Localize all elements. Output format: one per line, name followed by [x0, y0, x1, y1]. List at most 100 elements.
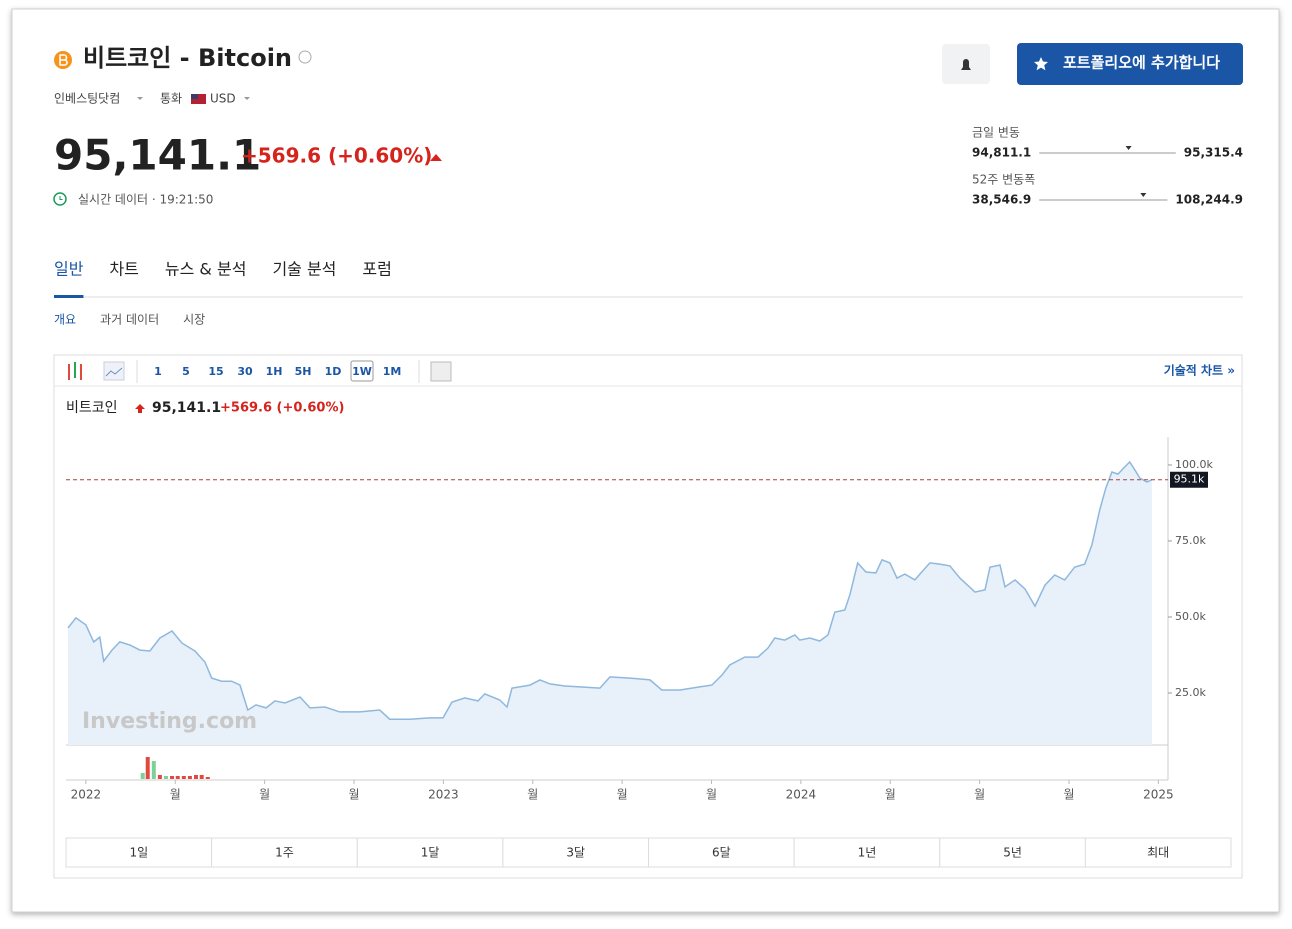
- chart-box: [53, 354, 1243, 879]
- flag-canton: [191, 94, 198, 99]
- period-label[interactable]: 5년: [1003, 846, 1022, 860]
- legend-arrow: [135, 404, 145, 413]
- range-marker: [1125, 146, 1132, 150]
- volume-bar: [193, 775, 198, 779]
- change: +569.6 (+0.60%): [241, 144, 432, 168]
- interval[interactable]: 15: [208, 365, 223, 378]
- y-tick-label: 25.0k: [1175, 686, 1206, 699]
- area-icon[interactable]: [103, 361, 125, 381]
- card: [11, 8, 1280, 913]
- exchange[interactable]: 인베스팅닷컴: [54, 92, 120, 106]
- range-low: 38,546.9: [972, 193, 1031, 207]
- x-tick-label: 2023: [428, 788, 459, 802]
- area-fill: [68, 461, 1152, 745]
- price: 95,141.1: [54, 131, 261, 180]
- star-icon: [1033, 57, 1048, 71]
- y-tick-label: 100.0k: [1175, 458, 1213, 471]
- interval[interactable]: 5H: [295, 365, 312, 378]
- volume-bar: [205, 777, 210, 779]
- period-button[interactable]: [648, 837, 795, 868]
- area-icon-line: [105, 367, 123, 377]
- current-price-label: 95.1k: [1174, 473, 1205, 486]
- interval[interactable]: 1H: [266, 365, 283, 378]
- volume-bar: [145, 757, 150, 779]
- caret: [244, 97, 250, 100]
- volume-bar: [199, 775, 204, 779]
- legend-price: 95,141.1: [152, 400, 221, 416]
- interval-selected: [350, 360, 374, 382]
- range-high: 95,315.4: [1184, 146, 1243, 160]
- interval[interactable]: 5: [182, 365, 190, 378]
- portfolio-label[interactable]: 포트폴리오에 추가합니다: [1063, 54, 1220, 72]
- x-tick-label: 2024: [786, 788, 817, 802]
- currency-label: 통화: [160, 92, 182, 106]
- tech-chart-link[interactable]: 기술적 차트 »: [1164, 363, 1235, 378]
- clock-icon: [53, 192, 67, 206]
- coin-symbol: [59, 54, 68, 66]
- realtime: 실시간 데이터 · 19:21:50: [78, 193, 213, 207]
- range-label: 52주 변동폭: [972, 173, 1035, 187]
- tab[interactable]: 일반: [54, 260, 84, 279]
- x-tick-label: 월: [706, 788, 717, 802]
- period-label[interactable]: 1주: [275, 846, 294, 860]
- range-marker: [1140, 193, 1147, 197]
- period-button[interactable]: [1084, 837, 1232, 868]
- period-label[interactable]: 1일: [129, 846, 148, 860]
- x-tick-label: 월: [348, 788, 359, 802]
- range-low: 94,811.1: [972, 146, 1031, 160]
- caret: [137, 97, 143, 100]
- period-button[interactable]: [793, 837, 941, 868]
- tab[interactable]: 차트: [109, 260, 138, 279]
- legend-change: +569.6 (+0.60%): [220, 401, 344, 416]
- y-tick-label: 75.0k: [1175, 534, 1206, 547]
- period-label[interactable]: 3달: [566, 846, 585, 860]
- x-tick-label: 월: [617, 788, 628, 802]
- volume-bar: [181, 776, 186, 779]
- period-label[interactable]: 1년: [858, 846, 877, 860]
- period-button[interactable]: [502, 837, 649, 868]
- current-price-box: [1170, 471, 1208, 488]
- x-tick-label: 월: [170, 788, 181, 802]
- tab[interactable]: 포럼: [362, 260, 391, 279]
- volume-bar: [163, 776, 168, 779]
- candle-icon[interactable]: [68, 362, 82, 380]
- y-tick-label: 50.0k: [1175, 610, 1206, 623]
- interval[interactable]: 30: [237, 365, 253, 378]
- info-icon[interactable]: [298, 50, 312, 64]
- tab[interactable]: 기술 분석: [272, 260, 336, 279]
- subtab[interactable]: 시장: [183, 313, 205, 327]
- legend-name: 비트코인: [66, 400, 118, 416]
- x-tick-label: 월: [974, 788, 985, 802]
- x-tick-label: 월: [885, 788, 896, 802]
- period-button[interactable]: [939, 837, 1086, 868]
- x-tick-label: 월: [1063, 788, 1074, 802]
- x-tick-label: 월: [259, 788, 270, 802]
- range-label: 금일 변동: [972, 126, 1020, 140]
- period-button[interactable]: [356, 837, 504, 868]
- period-label[interactable]: 최대: [1147, 846, 1169, 860]
- interval[interactable]: 1D: [325, 365, 342, 378]
- x-tick-label: 2025: [1143, 788, 1174, 802]
- period-label[interactable]: 1달: [421, 846, 440, 860]
- interval[interactable]: 1: [154, 365, 162, 378]
- price-line: [67, 460, 1153, 720]
- volume-bar: [151, 761, 156, 779]
- period-button[interactable]: [211, 837, 358, 868]
- subtab[interactable]: 과거 데이터: [100, 313, 159, 327]
- bell-icon: [961, 59, 971, 70]
- volume-bar: [157, 775, 162, 779]
- subtab[interactable]: 개요: [54, 313, 76, 327]
- period-label[interactable]: 6달: [712, 846, 731, 860]
- currency[interactable]: USD: [210, 92, 236, 106]
- title: 비트코인 - Bitcoin: [83, 44, 292, 72]
- volume-bar: [140, 773, 145, 779]
- flag: [191, 94, 206, 104]
- clock-hands: [59, 196, 63, 200]
- calendar-icon[interactable]: [430, 361, 452, 382]
- portfolio-button[interactable]: [1017, 43, 1243, 85]
- tab[interactable]: 뉴스 & 분석: [165, 260, 247, 279]
- interval[interactable]: 1W: [352, 365, 372, 378]
- interval[interactable]: 1M: [383, 365, 402, 378]
- range-high: 108,244.9: [1175, 193, 1243, 207]
